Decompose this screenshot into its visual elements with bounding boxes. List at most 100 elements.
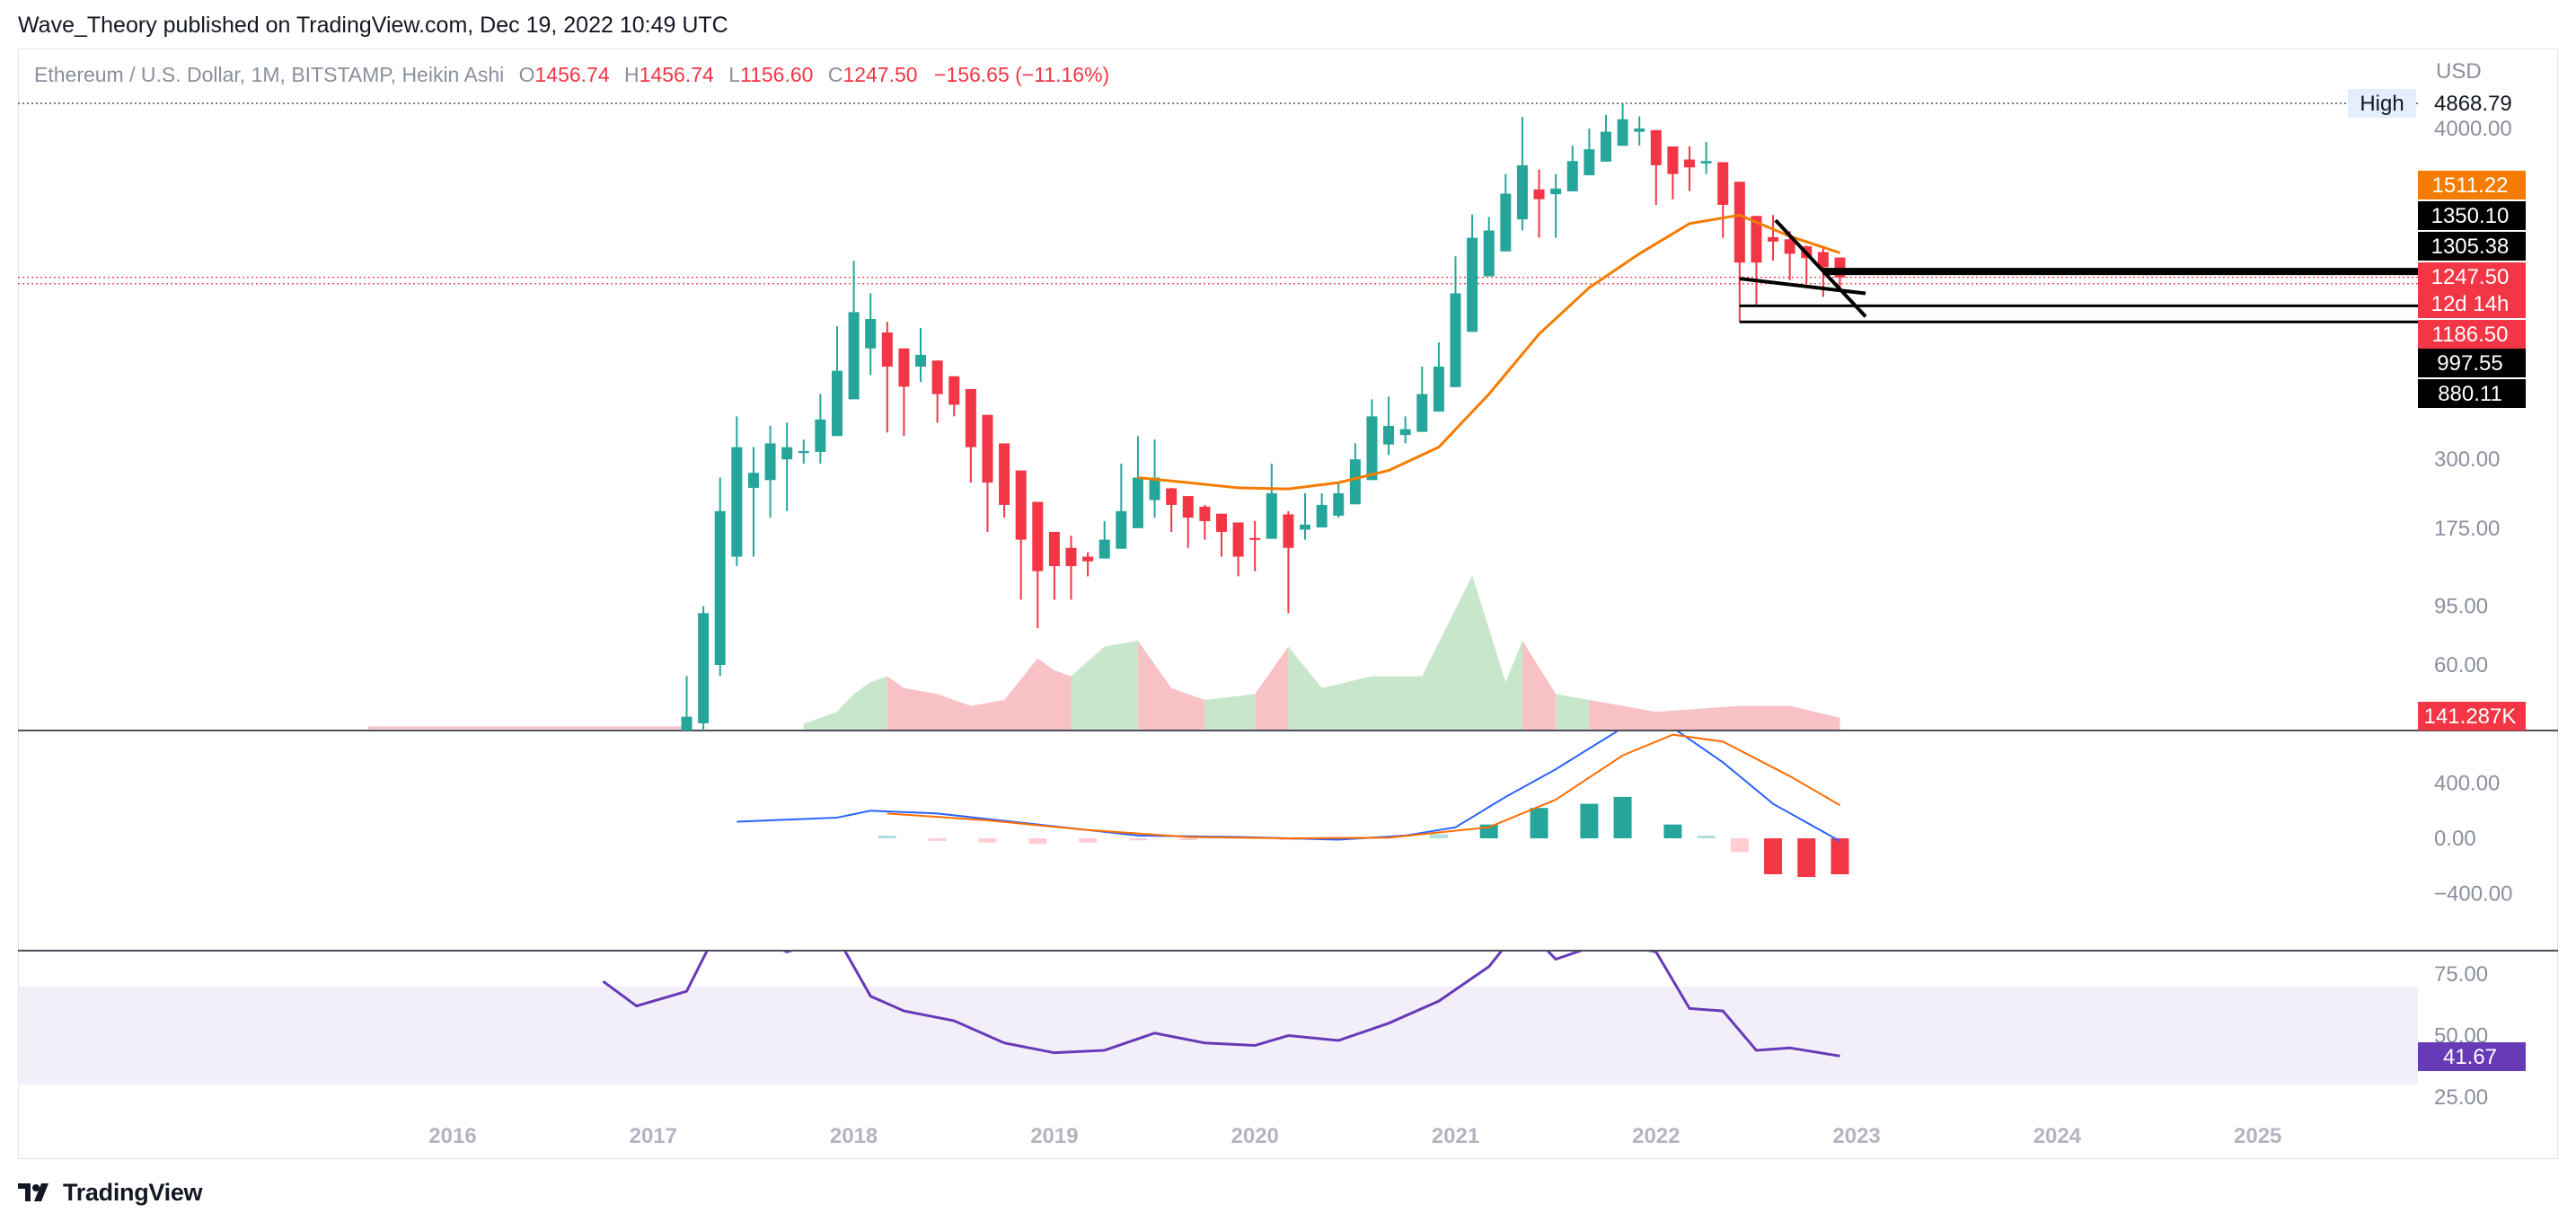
volume-segment bbox=[1171, 687, 1205, 730]
candle bbox=[1566, 145, 1578, 191]
candle bbox=[1333, 483, 1345, 518]
candle bbox=[915, 327, 927, 383]
high-label: H bbox=[624, 63, 640, 86]
candle-body bbox=[948, 376, 960, 405]
macd-histogram-bar bbox=[1730, 838, 1749, 853]
candles bbox=[681, 103, 1846, 731]
volume-segment bbox=[1655, 705, 1740, 730]
candle-body bbox=[1768, 236, 1779, 242]
price-tag-box bbox=[2418, 232, 2526, 261]
candle bbox=[1751, 216, 1762, 306]
price-axis-tick: 60.00 bbox=[2434, 653, 2488, 677]
volume-segment bbox=[1288, 646, 1322, 730]
candle-body bbox=[1333, 492, 1345, 516]
price-tag-box bbox=[2418, 702, 2526, 731]
price-tag-last: 1247.50 12d 14h bbox=[2418, 262, 2526, 318]
currency-label: USD bbox=[2436, 59, 2482, 84]
time-axis-tick: 2023 bbox=[1832, 1124, 1880, 1148]
candle-body bbox=[798, 451, 809, 454]
candle bbox=[1098, 520, 1110, 559]
candle-body bbox=[1717, 162, 1729, 205]
published-by-text: Wave_Theory published on TradingView.com… bbox=[18, 13, 728, 38]
candle-body bbox=[881, 332, 893, 367]
rsi-band bbox=[18, 986, 2418, 1085]
price-tag-box bbox=[2418, 1042, 2526, 1071]
candle-body bbox=[1182, 496, 1194, 518]
macd-signal-line bbox=[887, 733, 1840, 840]
change-value: −156.65 (−11.16%) bbox=[933, 63, 1110, 86]
candle-body bbox=[931, 360, 943, 394]
footer-brand-text: TradingView bbox=[63, 1178, 203, 1206]
candle-body bbox=[1634, 128, 1645, 132]
price-tag-box bbox=[2418, 171, 2526, 199]
triangle-lower-line bbox=[1739, 277, 1866, 296]
candle bbox=[1366, 399, 1378, 481]
time-axis-tick: 2025 bbox=[2234, 1124, 2281, 1148]
candle-body bbox=[714, 510, 726, 665]
time-axis-tick: 2022 bbox=[1632, 1124, 1680, 1148]
price-tag-high: High 4868.79 bbox=[2348, 89, 2512, 119]
price-tag-volume: 141.287K bbox=[2418, 702, 2526, 731]
candle bbox=[781, 422, 793, 511]
candle-body bbox=[1566, 161, 1578, 191]
candle bbox=[1065, 536, 1077, 600]
candle-body bbox=[915, 354, 927, 367]
candle-body bbox=[698, 613, 710, 723]
candle bbox=[1048, 531, 1060, 600]
macd-histogram-bar bbox=[878, 835, 896, 838]
candle-body bbox=[1416, 394, 1428, 432]
candle-body bbox=[865, 319, 877, 349]
candle bbox=[1483, 217, 1495, 277]
candle bbox=[1132, 436, 1143, 528]
candle-body bbox=[1584, 149, 1595, 176]
candle-body bbox=[1032, 501, 1044, 571]
candle bbox=[948, 376, 960, 417]
time-axis-tick: 2021 bbox=[1432, 1124, 1479, 1148]
candle bbox=[1199, 504, 1211, 540]
candle bbox=[1116, 464, 1127, 549]
candle-countdown: 12d 14h bbox=[2431, 292, 2510, 316]
candle-body bbox=[1349, 459, 1361, 505]
candle-body bbox=[1132, 477, 1143, 528]
macd-histogram-bar bbox=[978, 838, 997, 843]
candle bbox=[1784, 231, 1795, 280]
macd-histogram-bar bbox=[1178, 838, 1197, 840]
open-label: O bbox=[518, 63, 535, 86]
macd-histogram-bar bbox=[1429, 834, 1448, 838]
candle bbox=[1349, 443, 1361, 505]
volume-segment bbox=[836, 694, 854, 730]
candle bbox=[681, 676, 693, 731]
macd-histogram-bar bbox=[1580, 803, 1599, 838]
volume-segment bbox=[1037, 658, 1054, 730]
candle bbox=[1634, 116, 1645, 146]
price-tag-level: 1305.38 bbox=[2418, 232, 2526, 261]
volume-segment bbox=[1422, 575, 1473, 730]
candle-body bbox=[1667, 146, 1679, 174]
candle bbox=[965, 389, 976, 483]
volume-segment bbox=[970, 700, 1005, 730]
candle-body bbox=[1300, 524, 1311, 530]
candle bbox=[982, 414, 993, 532]
volume-segment bbox=[1071, 646, 1105, 730]
candle-body bbox=[1116, 510, 1127, 549]
candle-body bbox=[764, 443, 776, 481]
candle bbox=[1316, 492, 1328, 528]
price-tag-box bbox=[2418, 379, 2526, 408]
candle bbox=[898, 348, 910, 437]
candle bbox=[1667, 146, 1679, 199]
price-axis-tick: 300.00 bbox=[2434, 447, 2500, 472]
candle-body bbox=[1015, 470, 1027, 540]
time-axis-tick: 2017 bbox=[630, 1124, 677, 1148]
price-tag-value: 997.55 bbox=[2437, 351, 2502, 376]
candle-body bbox=[1232, 522, 1244, 557]
candle-body bbox=[1751, 216, 1762, 263]
volume-segment bbox=[1137, 641, 1172, 730]
price-tag-box bbox=[2418, 349, 2526, 377]
volume-segment bbox=[1321, 676, 1372, 730]
candle-body bbox=[1483, 230, 1495, 277]
chart-canvas[interactable]: 4000.00 300.00 175.00 95.00 60.00 400.00 0.00 −… bbox=[0, 0, 2576, 1168]
candle bbox=[1433, 341, 1444, 412]
volume-segment bbox=[1255, 646, 1289, 730]
chart-frame[interactable] bbox=[18, 49, 2558, 1159]
candle-body bbox=[1617, 119, 1628, 146]
